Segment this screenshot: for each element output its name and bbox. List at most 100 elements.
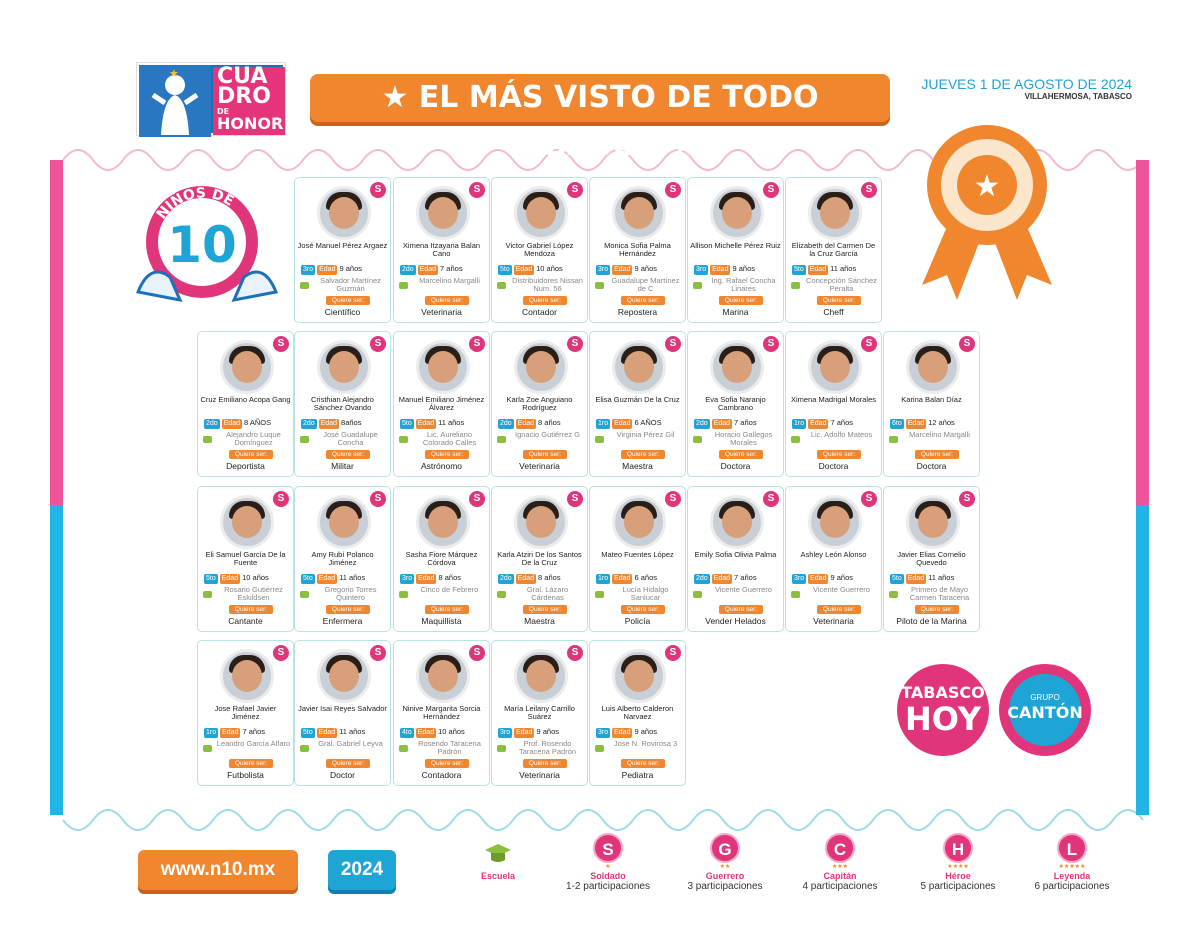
child-name: Manuel Emiliano Jiménez Álvarez: [398, 395, 485, 412]
child-photo: [317, 340, 371, 394]
school-name: Alejandro Luque Domínguez: [226, 430, 281, 447]
rank-stars: ★★★★: [947, 864, 969, 870]
child-photo: [906, 495, 960, 549]
grade-pill: 2do: [498, 574, 514, 584]
rank-badge: G: [710, 833, 740, 863]
graduation-cap-icon: [203, 591, 212, 598]
edad-pill: Edad: [415, 728, 437, 738]
quiere-ser-label: Quiere ser:: [425, 296, 469, 305]
soldado-badge: S: [665, 645, 681, 661]
school-name: Lic. Aureliano Colorado Calles: [422, 430, 477, 447]
soldado-badge: S: [959, 336, 975, 352]
legend-desc: 1-2 participaciones: [566, 881, 650, 892]
kid-card: S Eva Sofia Naranjo Cambrano 2do Edad 7 años…: [687, 331, 784, 477]
ninos-de-10-emblem: NIÑOS DE 10: [130, 182, 285, 317]
career-goal: Marina: [722, 307, 749, 317]
edad-pill: Edad: [808, 574, 829, 584]
graduation-cap-icon: [399, 282, 408, 289]
soldado-badge: S: [763, 336, 779, 352]
dateline: JUEVES 1 DE AGOSTO DE 2024 VILLAHERMOSA,…: [921, 76, 1132, 101]
child-photo: [710, 186, 764, 240]
child-name: Victor Gabriel López Mendoza: [505, 241, 574, 258]
kid-card: S Emily Sofia Olivia Palma 2do Edad 7 años Vi…: [687, 486, 784, 632]
graduation-cap-icon: [300, 282, 309, 289]
grade-age-row: 2do Edad 8 AÑOS: [204, 417, 291, 429]
legend-desc: 6 participaciones: [1034, 881, 1110, 892]
edad-pill: Edad: [513, 265, 535, 275]
child-photo: [514, 649, 568, 703]
age-text: 9 años: [536, 727, 560, 736]
edad-pill: Edad: [221, 419, 243, 429]
age-text: 7 años: [440, 264, 463, 273]
kid-card: S Javier Isai Reyes Salvador 5to Edad 11 año…: [294, 640, 391, 786]
edad-pill: Edad: [317, 265, 338, 275]
soldado-badge: S: [469, 336, 485, 352]
year-badge: 2024: [328, 850, 396, 890]
child-name: Allison Michelle Pérez Ruiz: [690, 241, 781, 250]
edad-pill: Edad: [711, 574, 733, 584]
website-link[interactable]: www.n10.mx: [138, 850, 298, 890]
age-text: 10 años: [438, 727, 465, 736]
graduation-cap-icon: [399, 436, 408, 443]
grade-pill: 2do: [498, 419, 514, 429]
age-text: 6 años: [634, 573, 658, 582]
child-name: Eli Samuel García De la Fuente: [205, 550, 286, 567]
soldado-badge: S: [861, 491, 877, 507]
child-name: Elisa Guzmán De la Cruz: [595, 395, 680, 404]
child-photo: [710, 340, 764, 394]
quiere-ser-label: Quiere ser:: [621, 296, 665, 305]
school-name: Lucía Hidalgo Sanlucar: [622, 585, 669, 602]
hoy-text: HOY: [905, 700, 982, 738]
career-goal: Pediatra: [621, 770, 654, 780]
emblem-number: 10: [167, 216, 237, 274]
child-photo: [808, 495, 862, 549]
child-photo: [317, 649, 371, 703]
school-name: Virginia Pérez Gil: [616, 430, 675, 439]
edad-pill: Edad: [808, 419, 829, 429]
legend-title: Escuela: [480, 871, 516, 881]
age-text: 9 años: [830, 573, 854, 582]
legend-item: S ★ Soldado 1-2 participaciones: [543, 833, 673, 892]
edad-pill: Edad: [219, 574, 241, 584]
quiere-ser-label: Quiere ser:: [425, 605, 469, 614]
child-name: José Manuel Pérez Argaez: [297, 241, 388, 250]
grade-age-row: 3ro Edad 9 años: [596, 263, 683, 275]
graduation-cap-icon: [497, 436, 506, 443]
child-photo: [906, 340, 960, 394]
child-photo: [514, 186, 568, 240]
grade-pill: 5to: [301, 574, 315, 584]
edad-pill: Edad: [316, 728, 338, 738]
child-name: Javier Elias Cornelio Quevedo: [897, 550, 966, 567]
edad-pill: Edad: [807, 265, 829, 275]
kid-card: S Monica Sofia Palma Hernández 3ro Edad 9 añ…: [589, 177, 686, 323]
career-goal: Enfermera: [322, 616, 363, 626]
edad-pill: Edad: [318, 419, 340, 429]
age-text: 11 años: [928, 573, 955, 582]
soldado-badge: S: [861, 336, 877, 352]
age-text: 7 años: [734, 573, 757, 582]
quiere-ser-label: Quiere ser:: [425, 759, 469, 768]
kid-card: S Mateo Fuentes López 1ro Edad 6 años Lucía H…: [589, 486, 686, 632]
career-goal: Maquillista: [421, 616, 462, 626]
child-photo: [808, 340, 862, 394]
kid-card: S Karina Balan Díaz 6to Edad 12 años Marcelin…: [883, 331, 980, 477]
edad-pill: Edad: [515, 574, 537, 584]
kid-card: S Cruz Emiliano Acopa Gang 2do Edad 8 AÑOS Al…: [197, 331, 294, 477]
age-text: 10 años: [536, 264, 563, 273]
child-photo: [416, 495, 470, 549]
grade-pill: 3ro: [596, 265, 611, 275]
child-photo: [416, 649, 470, 703]
grade-age-row: 2do Edad 8 años: [498, 417, 585, 429]
child-photo: [808, 186, 862, 240]
child-photo: [317, 495, 371, 549]
school-name: Rosendo Taracena Padrón: [418, 739, 481, 756]
child-photo: [317, 186, 371, 240]
quiere-ser-label: Quiere ser:: [817, 296, 861, 305]
grade-pill: 1ro: [596, 419, 611, 429]
soldado-badge: S: [469, 182, 485, 198]
graduation-cap-icon: [693, 436, 702, 443]
school-name: Lic. Adolfo Mateos: [810, 430, 873, 439]
grade-age-row: 1ro Edad 7 años: [204, 726, 291, 738]
soldado-badge: S: [469, 491, 485, 507]
age-text: 8 años: [538, 573, 561, 582]
